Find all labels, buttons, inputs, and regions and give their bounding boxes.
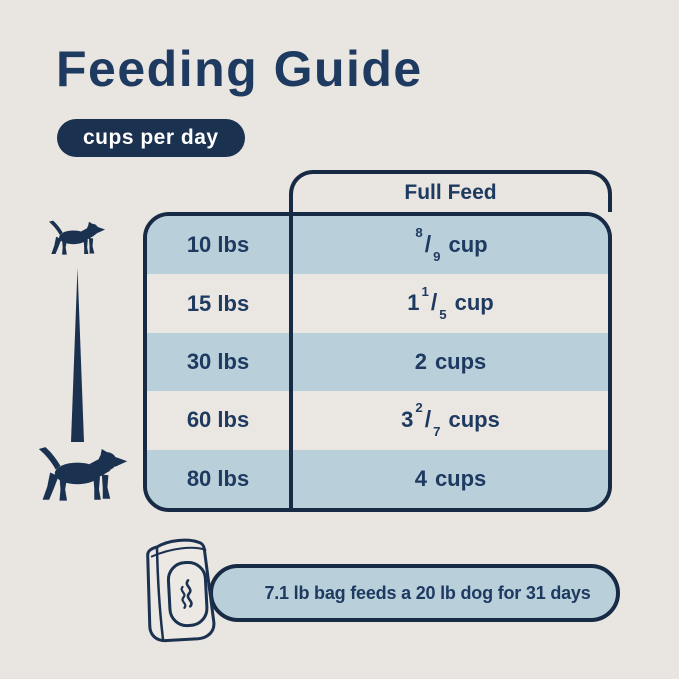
page-title: Feeding Guide (56, 41, 423, 97)
weight-cell: 60 lbs (186, 407, 250, 433)
weight-cell: 15 lbs (186, 290, 250, 316)
amount-value: 1 1/5 cup (407, 283, 494, 323)
amount-value: 2 cups (414, 349, 487, 375)
amount-value: 3 2/7 cups (401, 400, 500, 440)
dog-food-bag-icon (146, 538, 216, 643)
amount-value: 4 cups (414, 465, 487, 491)
amount-cell: 8/9 cup (289, 216, 608, 274)
amount-cell: 2 cups (289, 333, 608, 391)
table-row: 30 lbs 2 cups (147, 332, 608, 392)
weight-cell: 80 lbs (186, 465, 250, 491)
table-row: 15 lbs 1 1/5 cup (147, 274, 608, 333)
large-dog-icon (38, 447, 128, 501)
small-dog-icon (48, 220, 106, 255)
amount-value: 8/9 cup (415, 225, 488, 264)
amount-cell: 3 2/7 cups (289, 391, 608, 449)
table-column-header: Full Feed (289, 170, 612, 212)
weight-cell: 30 lbs (186, 349, 250, 375)
cups-per-day-badge: cups per day (57, 119, 245, 157)
column-divider (289, 216, 293, 508)
amount-cell: 4 cups (289, 450, 608, 508)
bag-feeds-banner: 7.1 lb bag feeds a 20 lb dog for 31 days (209, 564, 620, 622)
size-scale-taper (71, 268, 84, 442)
feeding-table: 10 lbs 8/9 cup 15 lbs 1 1/5 cup 30 lbs 2 cup… (143, 212, 612, 512)
table-row: 60 lbs 3 2/7 cups (147, 391, 608, 450)
table-row: 80 lbs 4 cups (147, 449, 608, 508)
table-row: 10 lbs 8/9 cup (147, 216, 608, 275)
weight-cell: 10 lbs (186, 232, 250, 258)
amount-cell: 1 1/5 cup (289, 274, 608, 332)
